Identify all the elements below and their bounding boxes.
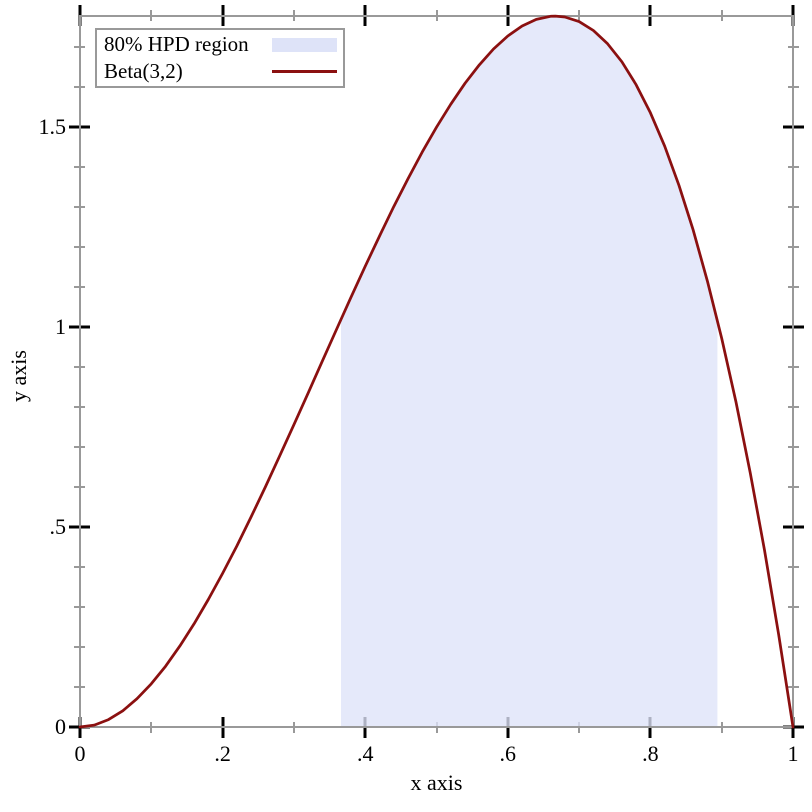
legend-swatch-line <box>272 70 337 73</box>
legend-label-hpd-region: 80% HPD region <box>104 32 249 56</box>
y-axis-label: y axis <box>6 350 31 402</box>
x-tick-label: 0 <box>74 741 86 766</box>
y-tick-label: 0 <box>55 714 66 739</box>
y-tick-label: 1.5 <box>38 114 67 140</box>
x-axis-label: x axis <box>410 770 463 795</box>
x-tick-label: .2 <box>214 741 231 766</box>
beta-pdf-curve <box>78 14 795 729</box>
hpd-region-area <box>341 16 718 728</box>
y-tick-label: 1 <box>55 314 66 340</box>
legend-label-beta: Beta(3,2) <box>104 59 183 83</box>
legend-entry-beta: Beta(3,2) <box>104 58 337 85</box>
x-tick-label: .4 <box>356 741 374 766</box>
legend-entry-hpd-region: 80% HPD region <box>104 31 337 58</box>
legend: 80% HPD region Beta(3,2) <box>95 28 345 88</box>
x-tick-label: 1 <box>787 741 799 766</box>
x-tick-label: .6 <box>499 741 517 766</box>
y-tick-label: .5 <box>49 514 67 540</box>
plot-frame <box>79 15 794 728</box>
y-tick-labels: 0 .5 1 1.5 <box>0 0 67 812</box>
x-tick-label: .8 <box>642 741 659 766</box>
legend-swatch-fill <box>272 37 337 52</box>
